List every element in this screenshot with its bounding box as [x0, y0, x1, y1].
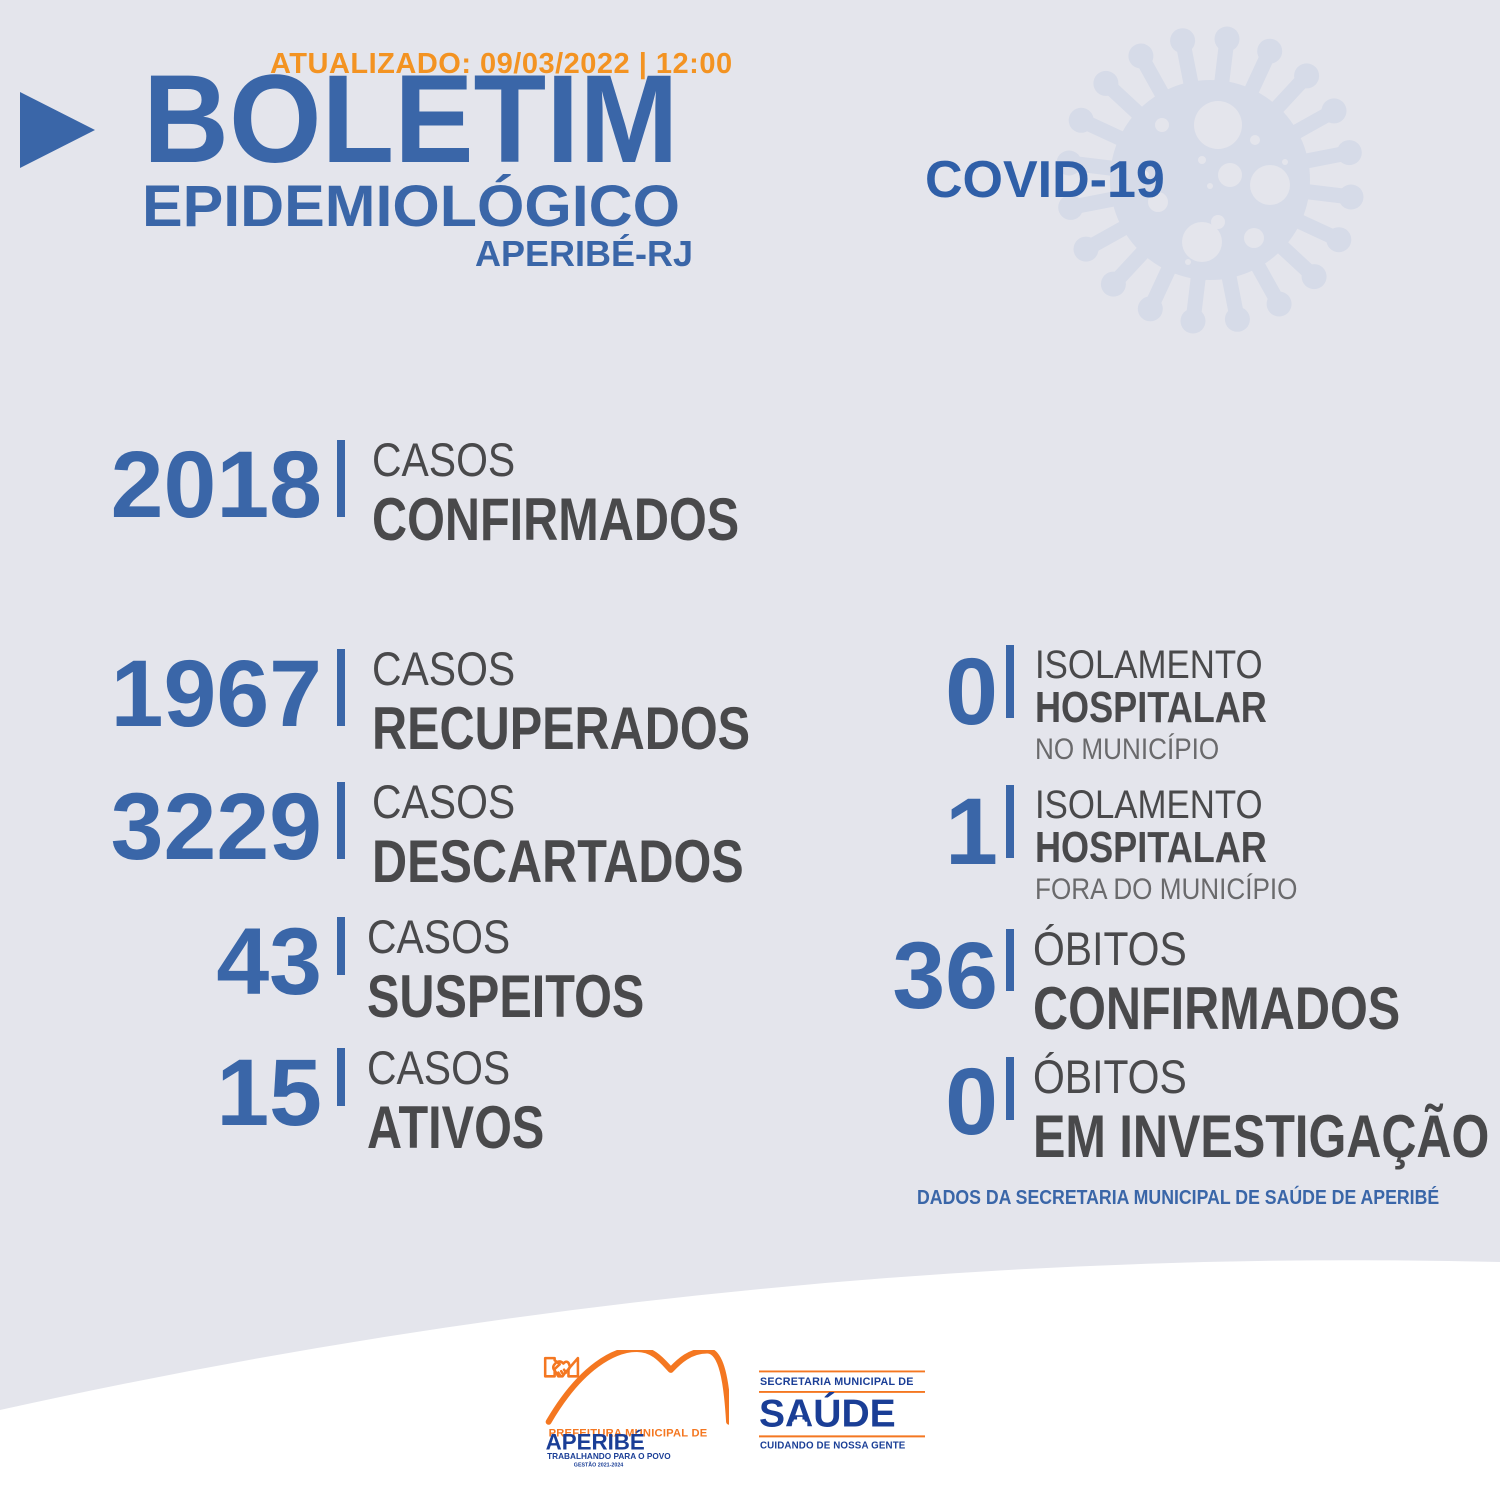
- svg-text:GESTÃO 2021-2024: GESTÃO 2021-2024: [574, 1462, 623, 1469]
- svg-text:APERIBÉ: APERIBÉ: [546, 1430, 645, 1455]
- svg-text:TRABALHANDO PARA O POVO: TRABALHANDO PARA O POVO: [547, 1452, 671, 1461]
- svg-text:CUIDANDO DE NOSSA GENTE: CUIDANDO DE NOSSA GENTE: [760, 1441, 906, 1452]
- svg-text:SECRETARIA MUNICIPAL DE: SECRETARIA MUNICIPAL DE: [760, 1376, 914, 1388]
- svg-text:SAÚDE: SAÚDE: [759, 1392, 896, 1436]
